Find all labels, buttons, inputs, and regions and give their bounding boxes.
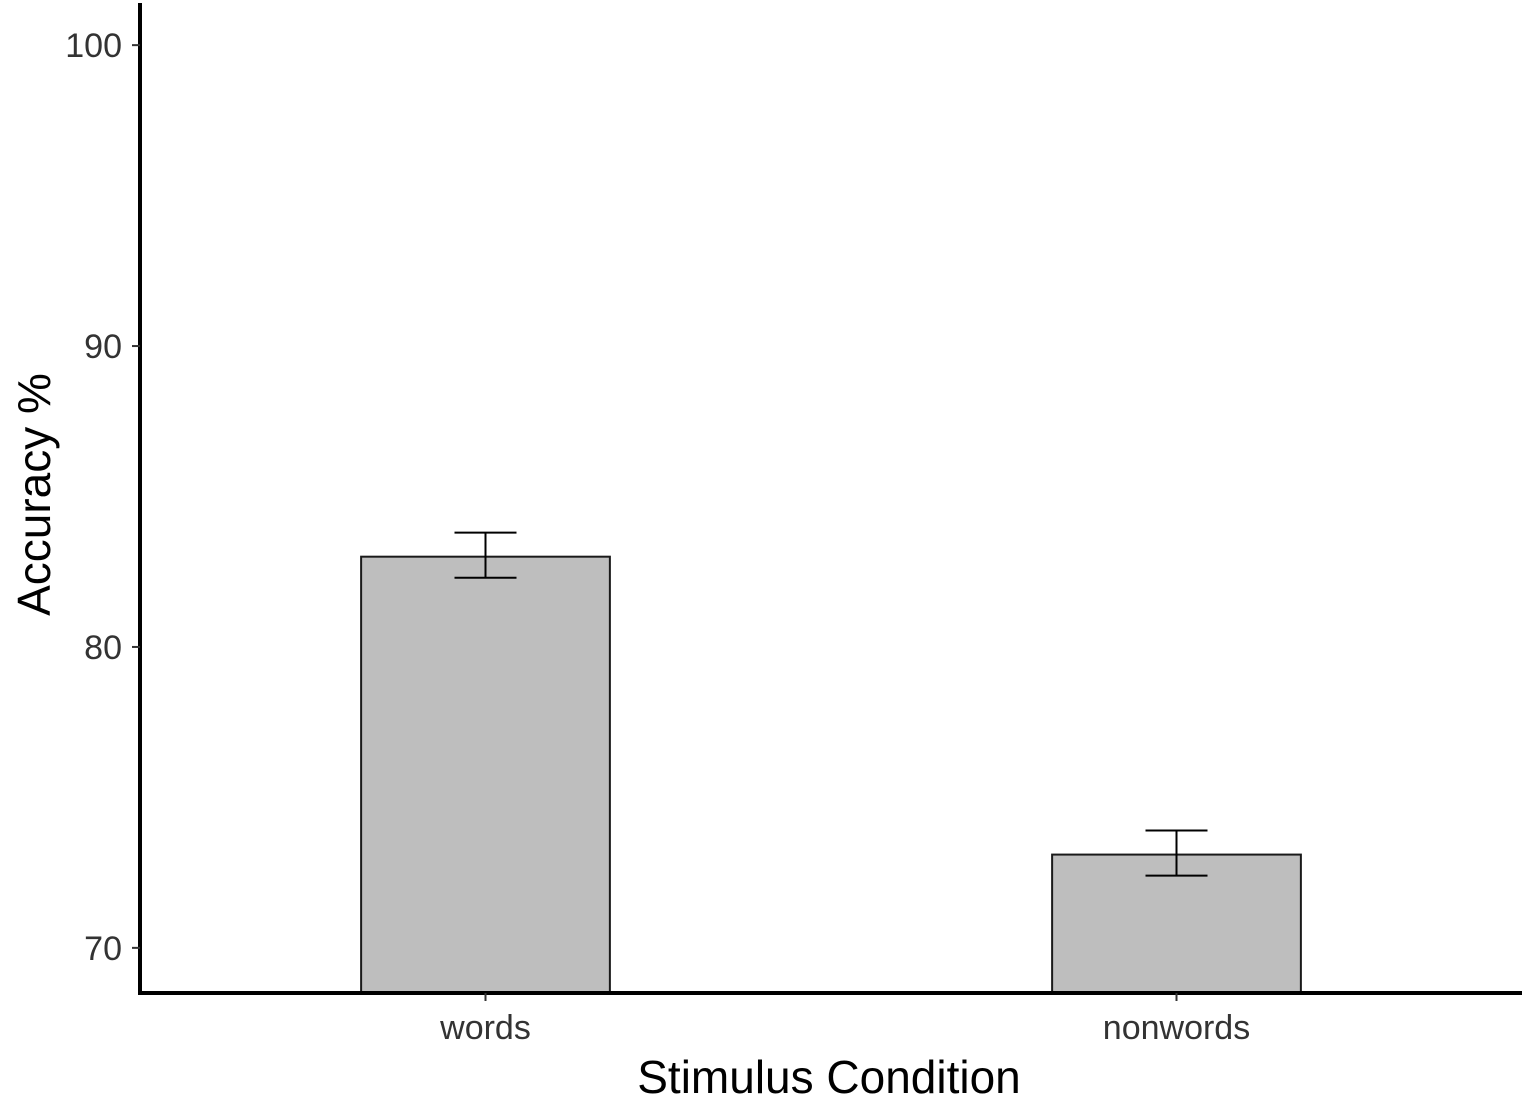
y-tick-label: 70 [84,930,122,968]
bar-nonwords [1051,853,1302,995]
bars-group [360,555,1302,995]
y-tick-label: 100 [65,27,122,65]
error-bar-nonwords [1145,829,1208,877]
axes-group [138,3,1522,995]
y-axis-title: Accuracy % [8,373,60,616]
y-tick-label: 80 [84,629,122,667]
x-ticks-group: words nonwords [439,993,1250,1047]
error-bars-group [454,531,1208,877]
x-tick-label: words [439,1009,531,1047]
x-axis-title: Stimulus Condition [637,1051,1021,1102]
bar-words [360,555,611,994]
y-ticks-group: 70 80 90 100 [65,27,140,968]
error-bar-words [454,531,517,579]
x-tick-label: nonwords [1103,1009,1250,1047]
y-tick-label: 90 [84,328,122,366]
